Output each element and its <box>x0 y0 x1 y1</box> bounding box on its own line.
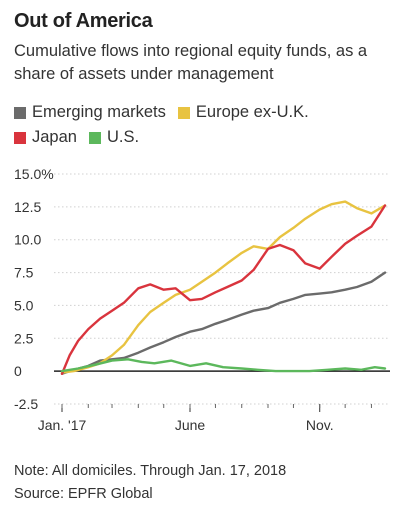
legend-item-japan: Japan <box>14 128 77 147</box>
x-tick-label: Nov. <box>306 417 334 433</box>
series-line-japan <box>60 204 387 376</box>
y-tick-label: 15.0% <box>14 166 54 182</box>
legend-swatch <box>177 106 190 119</box>
legend-swatch <box>88 131 101 144</box>
chart-subtitle: Cumulative flows into regional equity fu… <box>14 42 368 83</box>
legend-swatch <box>14 106 26 119</box>
legend-item-us: U.S. <box>88 128 140 147</box>
legend-label: U.S. <box>106 128 140 146</box>
legend: Emerging markets Europe ex-U.K. Japan U.… <box>14 100 394 150</box>
legend-row-1: Emerging markets Europe ex-U.K. <box>14 100 394 125</box>
legend-row-2: Japan U.S. <box>14 125 394 150</box>
y-tick-label: 2.5 <box>14 330 34 346</box>
legend-item-emerging-markets: Emerging markets <box>14 103 166 122</box>
note-text: Note: All domiciles. Through Jan. 17, 20… <box>14 463 287 479</box>
chart-title: Out of America <box>14 10 153 32</box>
legend-item-europe: Europe ex-U.K. <box>177 103 309 122</box>
y-tick-label: -2.5 <box>14 396 38 412</box>
x-tick-label: June <box>175 417 206 433</box>
y-tick-label: 10.0 <box>14 232 41 248</box>
legend-swatch <box>14 131 26 144</box>
y-tick-label: 0 <box>14 363 22 379</box>
source-text: Source: EPFR Global <box>14 486 153 502</box>
legend-label: Emerging markets <box>32 103 166 121</box>
legend-label: Japan <box>32 128 77 146</box>
x-tick-label: Jan. '17 <box>38 417 87 433</box>
legend-label: Europe ex-U.K. <box>195 103 309 121</box>
series-line-u-s <box>60 358 387 373</box>
series-line-europe-ex-u-k <box>60 200 387 374</box>
y-tick-label: 7.5 <box>14 265 34 281</box>
footnote: Note: All domiciles. Through Jan. 17, 20… <box>14 460 286 506</box>
y-tick-label: 12.5 <box>14 199 41 215</box>
y-tick-label: 5.0 <box>14 297 34 313</box>
series-line-emerging-markets <box>60 271 387 376</box>
